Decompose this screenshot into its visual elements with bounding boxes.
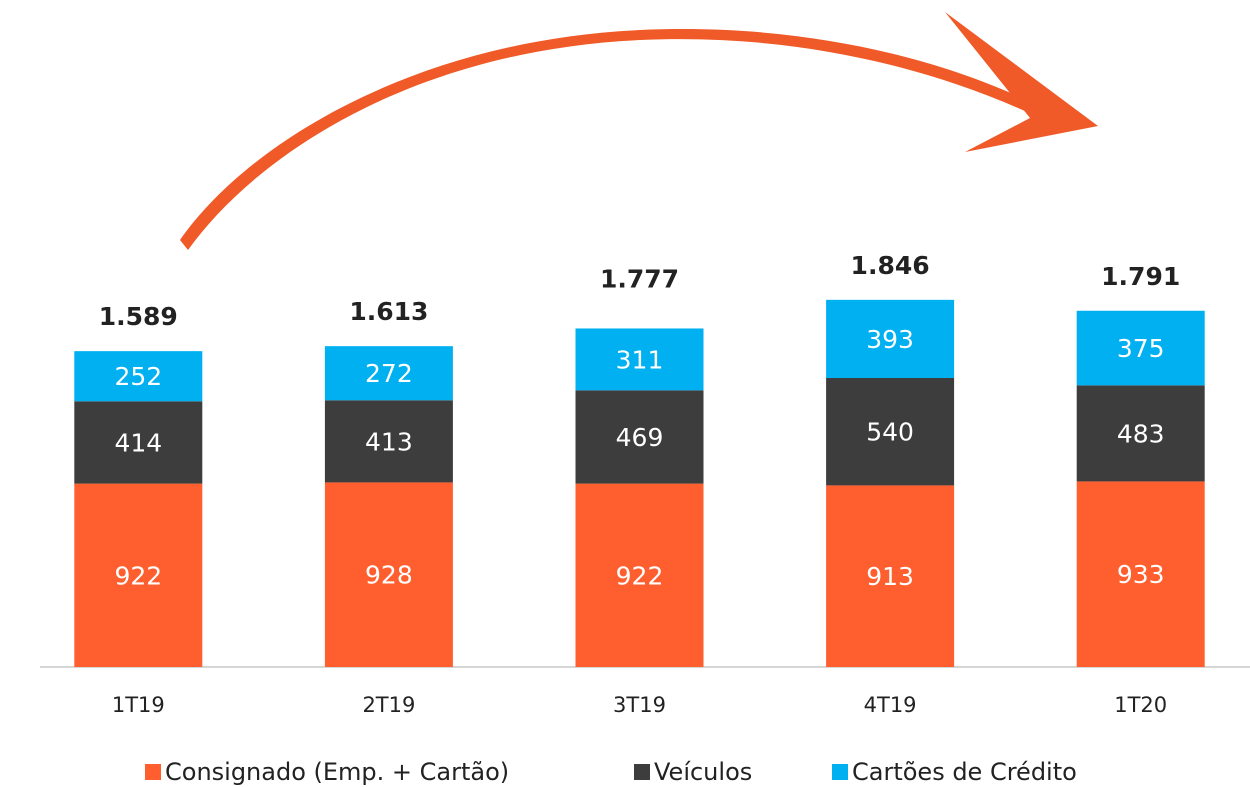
segment-label: 393 <box>866 325 914 354</box>
segment-label: 922 <box>114 561 162 590</box>
total-label: 1.777 <box>600 265 679 294</box>
segment-label: 311 <box>616 345 664 374</box>
total-label: 1.846 <box>851 251 930 280</box>
legend-label: Consignado (Emp. + Cartão) <box>165 758 509 786</box>
total-label: 1.791 <box>1101 262 1180 291</box>
x-tick-label: 2T19 <box>362 693 415 717</box>
legend-swatch <box>634 764 650 780</box>
x-tick-label: 1T19 <box>112 693 165 717</box>
segment-label: 540 <box>866 418 914 447</box>
x-tick-label: 1T20 <box>1114 693 1167 717</box>
legend-label: Veículos <box>654 758 752 786</box>
segment-label: 272 <box>365 359 413 388</box>
x-tick-label: 3T19 <box>613 693 666 717</box>
legend-label: Cartões de Crédito <box>852 758 1077 786</box>
segment-label: 922 <box>616 561 664 590</box>
segment-label: 913 <box>866 562 914 591</box>
segment-label: 483 <box>1117 419 1165 448</box>
segment-label: 375 <box>1117 334 1165 363</box>
segment-label: 469 <box>616 423 664 452</box>
segment-label: 414 <box>114 428 162 457</box>
legend-swatch <box>832 764 848 780</box>
chart: 922 414 252 1.589 1T19 928 413 272 1.613 2T19 922 4… <box>0 0 1250 787</box>
segment-label: 413 <box>365 427 413 456</box>
segment-label: 928 <box>365 561 413 590</box>
x-tick-label: 4T19 <box>864 693 917 717</box>
total-label: 1.589 <box>99 302 178 331</box>
segment-label: 252 <box>114 362 162 391</box>
legend-swatch <box>145 764 161 780</box>
segment-label: 933 <box>1117 560 1165 589</box>
total-label: 1.613 <box>349 297 428 326</box>
decorative-arrow <box>180 12 1098 250</box>
